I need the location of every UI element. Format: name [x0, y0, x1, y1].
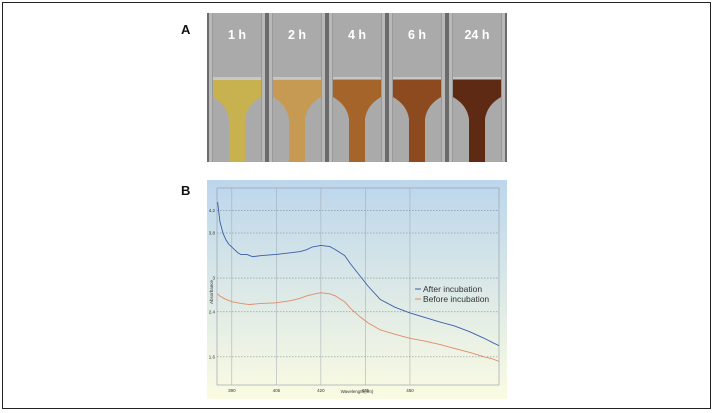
meniscus: [453, 77, 501, 80]
x-tick-label: 450: [406, 388, 414, 393]
glass-edge: [262, 13, 265, 162]
time-label: 4 h: [348, 28, 366, 42]
meniscus: [213, 77, 261, 80]
grid: [216, 187, 500, 386]
cuvette-5: 24 h: [449, 13, 505, 162]
cuvette-liquid: [213, 79, 261, 162]
glass-edge: [269, 13, 272, 162]
tick-labels: 390 405 420 435 450 1.6 2.4 3 3.8 4.2: [209, 208, 414, 393]
y-tick-label: 3: [212, 276, 215, 281]
cuvette-liquid: [333, 79, 381, 162]
glass-edge: [209, 13, 212, 162]
cuvette-4: 6 h: [389, 13, 445, 162]
y-tick-label: 3.8: [209, 231, 216, 236]
time-label: 2 h: [288, 28, 306, 42]
legend-label: Before incubation: [423, 294, 489, 304]
y-tick-label: 1.6: [209, 354, 216, 359]
chart-background: [207, 180, 507, 399]
cuvette-2: 2 h: [269, 13, 325, 162]
glass-edge: [382, 13, 385, 162]
legend-label: After incubation: [423, 284, 482, 294]
glass-edge: [502, 13, 505, 162]
time-label: 24 h: [464, 28, 489, 42]
x-axis-label: Wavelength(nm): [341, 389, 374, 394]
y-axis-label: Absorbance: [209, 280, 214, 305]
meniscus: [393, 77, 441, 80]
absorbance-chart: 390 405 420 435 450 1.6 2.4 3 3.8 4.2 Wavelength(…: [207, 180, 507, 399]
meniscus: [273, 77, 321, 80]
series-line-before-incubation: [217, 292, 500, 362]
glass-edge: [322, 13, 325, 162]
x-tick-label: 405: [273, 388, 281, 393]
figure-frame: [2, 2, 711, 409]
panel-b-label: B: [181, 183, 191, 198]
time-label: 1 h: [228, 28, 246, 42]
glass-edge: [389, 13, 392, 162]
series-lines: [217, 202, 500, 362]
glass-edge: [449, 13, 452, 162]
cuvette-photo: 1 h 2 h 4 h 6 h 24 h: [207, 13, 507, 162]
cuvette-liquid: [273, 79, 321, 162]
time-label: 6 h: [408, 28, 426, 42]
cuvette-liquid: [393, 79, 441, 162]
glass-edge: [442, 13, 445, 162]
series-line-after-incubation: [217, 202, 500, 347]
y-tick-label: 2.4: [209, 309, 216, 314]
y-tick-label: 4.2: [209, 208, 216, 213]
panel-a-label: A: [181, 22, 191, 37]
glass-edge: [329, 13, 332, 162]
plot-frame: [216, 187, 500, 386]
x-tick-label: 390: [228, 388, 236, 393]
meniscus: [333, 77, 381, 80]
cuvette-3: 4 h: [329, 13, 385, 162]
cuvette-liquid: [453, 79, 501, 162]
x-tick-label: 420: [317, 388, 325, 393]
cuvette-1: 1 h: [209, 13, 265, 162]
x-tick-label: 435: [362, 388, 370, 393]
